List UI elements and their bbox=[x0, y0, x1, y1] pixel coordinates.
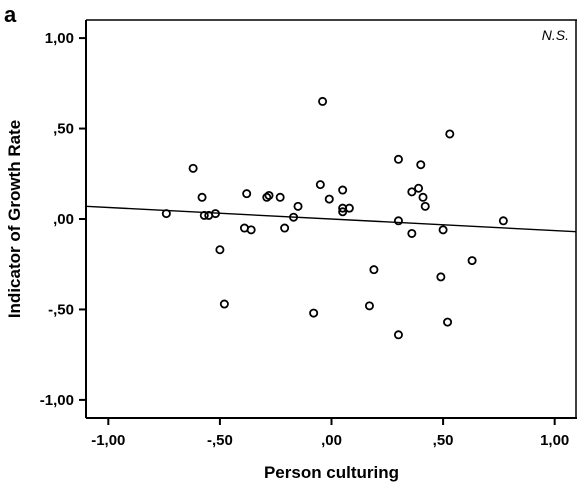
data-point bbox=[393, 216, 403, 226]
data-point bbox=[309, 308, 319, 318]
data-point bbox=[242, 189, 252, 199]
data-point bbox=[210, 209, 220, 219]
y-axis-title: Indicator of Growth Rate bbox=[5, 120, 24, 318]
data-point bbox=[324, 194, 334, 204]
data-point bbox=[467, 256, 477, 266]
data-point bbox=[364, 301, 374, 311]
data-point bbox=[438, 225, 448, 235]
data-point bbox=[293, 201, 303, 211]
data-point bbox=[338, 207, 348, 217]
data-point bbox=[199, 210, 209, 220]
points-group bbox=[161, 96, 508, 340]
x-ticks: -1,00 -,50 ,00 ,50 1,00 bbox=[91, 418, 569, 449]
data-point bbox=[338, 185, 348, 195]
data-point bbox=[275, 192, 285, 202]
data-point bbox=[289, 212, 299, 222]
data-point bbox=[416, 160, 426, 170]
data-point bbox=[393, 330, 403, 340]
data-point bbox=[418, 192, 428, 202]
fit-line bbox=[85, 205, 577, 233]
significance-annotation: N.S. bbox=[542, 27, 569, 43]
y-tick-label: ,50 bbox=[53, 121, 74, 138]
data-point bbox=[393, 154, 403, 164]
data-point bbox=[414, 183, 424, 193]
data-point bbox=[344, 203, 354, 213]
data-point bbox=[280, 223, 290, 233]
data-point bbox=[188, 163, 198, 173]
y-tick-label: 1,00 bbox=[45, 30, 74, 47]
data-point bbox=[443, 317, 453, 327]
x-tick-label: ,00 bbox=[321, 432, 342, 449]
data-point bbox=[318, 96, 328, 106]
y-ticks: -1,00 -,50 ,00 ,50 1,00 bbox=[40, 30, 86, 409]
data-point bbox=[315, 180, 325, 190]
data-point bbox=[246, 225, 256, 235]
panel-label: a bbox=[4, 2, 17, 27]
fit-line-group bbox=[85, 205, 577, 233]
data-point bbox=[436, 272, 446, 282]
data-point bbox=[407, 187, 417, 197]
data-point bbox=[161, 209, 171, 219]
data-point bbox=[498, 216, 508, 226]
y-tick-label: -1,00 bbox=[40, 392, 74, 409]
x-tick-label: -,50 bbox=[207, 432, 233, 449]
x-tick-label: -1,00 bbox=[91, 432, 125, 449]
data-point bbox=[369, 265, 379, 275]
x-axis-title: Person culturing bbox=[264, 463, 399, 482]
data-point bbox=[215, 245, 225, 255]
data-point bbox=[420, 201, 430, 211]
x-tick-label: ,50 bbox=[433, 432, 454, 449]
data-point bbox=[219, 299, 229, 309]
y-tick-label: ,00 bbox=[53, 211, 74, 228]
x-tick-label: 1,00 bbox=[540, 432, 569, 449]
y-tick-label: -,50 bbox=[48, 301, 74, 318]
data-point bbox=[445, 129, 455, 139]
data-point bbox=[197, 192, 207, 202]
data-point bbox=[264, 190, 274, 200]
data-point bbox=[407, 228, 417, 238]
